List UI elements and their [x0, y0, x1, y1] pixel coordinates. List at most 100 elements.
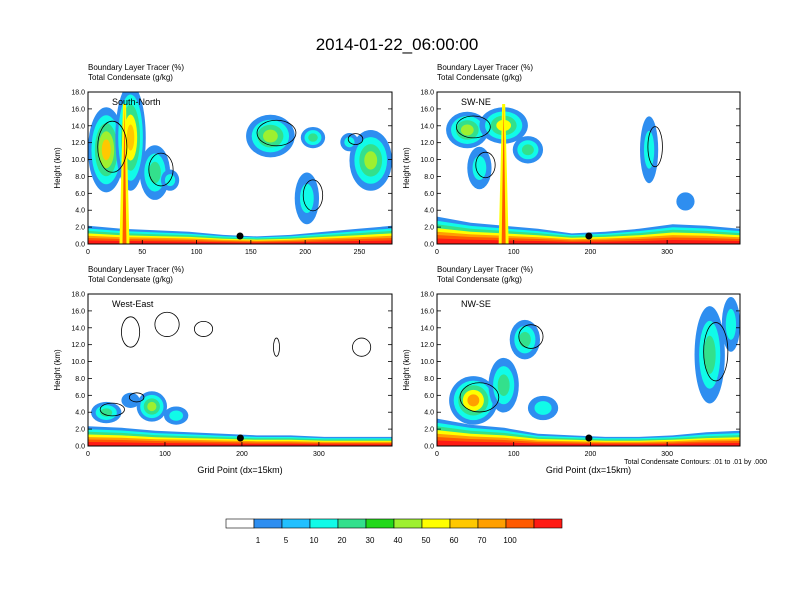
condensate-contour [459, 382, 500, 413]
panel-nw-se: 0.0 2.0 4.0 6.0 8.0 10.0 12.0 14.0 16.0 18.0 0 100 2… [402, 265, 741, 475]
panel-south-north: 0.0 2.0 4.0 6.0 8.0 10.0 12.0 14.0 16.0 18.0 0 50 10… [53, 63, 393, 256]
plot-frame [87, 293, 393, 447]
y-tick-label: 6.0 [75, 191, 85, 198]
tracer-blob [703, 335, 716, 374]
boundary-layer-band [88, 442, 392, 446]
y-tick-label: 0.0 [75, 242, 85, 249]
tracer-field [437, 297, 740, 446]
y-tick-label: 12.0 [420, 342, 434, 349]
y-tick-label: 6.0 [424, 191, 434, 198]
tracer-plume-core [501, 106, 506, 244]
variable-label-tracer: Boundary Layer Tracer (%) [88, 63, 184, 72]
condensate-contour [518, 324, 544, 349]
x-tick-label: 100 [191, 249, 203, 256]
x-tick-label: 100 [159, 451, 171, 458]
colorbar-swatch [253, 518, 283, 529]
y-tick-label: 10.0 [420, 359, 434, 366]
y-tick-label: 16.0 [71, 106, 85, 113]
x-tick-label: 300 [313, 451, 325, 458]
x-tick-label: 100 [508, 451, 520, 458]
colorbar-swatch [449, 518, 479, 529]
y-tick-label: 12.0 [420, 140, 434, 147]
colorbar-swatch [421, 518, 451, 529]
panels: 0.0 2.0 4.0 6.0 8.0 10.0 12.0 14.0 16.0 18.0 0 50 10… [53, 63, 741, 475]
colorbar-label: 50 [422, 536, 431, 545]
plot-frame [436, 293, 741, 447]
tracer-blob [148, 161, 161, 184]
tracer-blob [643, 130, 655, 169]
x-tick-label: 0 [86, 249, 90, 256]
y-tick-label: 18.0 [71, 90, 85, 97]
colorbar-swatch [477, 518, 507, 529]
colorbar-swatch [281, 518, 311, 529]
panel-label: West-East [112, 299, 154, 309]
colorbar: 1 5 10 20 30 40 50 60 70 100 [225, 518, 563, 545]
y-tick-label: 6.0 [424, 393, 434, 400]
colorbar-swatch [309, 518, 339, 529]
condensate-contour [647, 126, 663, 168]
condensate-contour [194, 320, 214, 337]
colorbar-label: 20 [338, 536, 347, 545]
colorbar-label: 40 [394, 536, 403, 545]
x-tick-label: 250 [354, 249, 366, 256]
tracer-blob [518, 331, 531, 348]
tracer-blob [364, 151, 378, 170]
condensate-contour [302, 179, 324, 212]
y-tick-label: 0.0 [75, 444, 85, 451]
x-axis-label: Grid Point (dx=15km) [546, 465, 631, 475]
y-tick-label: 2.0 [75, 225, 85, 232]
x-tick-label: 100 [508, 249, 520, 256]
location-marker [236, 232, 244, 240]
variable-label-tracer: Boundary Layer Tracer (%) [437, 265, 533, 274]
condensate-contour [97, 120, 128, 173]
boundary-layer-band [437, 238, 740, 244]
y-tick-label: 12.0 [71, 140, 85, 147]
y-axis-label: Height (km) [402, 349, 411, 391]
y-tick-label: 2.0 [424, 427, 434, 434]
x-tick-label: 300 [661, 451, 673, 458]
colorbar-swatch [365, 518, 395, 529]
x-tick-label: 200 [236, 451, 248, 458]
tracer-blob [460, 124, 474, 136]
tracer-blob [300, 183, 314, 214]
y-tick-label: 12.0 [71, 342, 85, 349]
y-tick-label: 14.0 [71, 325, 85, 332]
y-tick-label: 8.0 [424, 376, 434, 383]
variable-label-tracer: Boundary Layer Tracer (%) [88, 265, 184, 274]
condensate-contour [121, 316, 141, 348]
boundary-layer-band [437, 440, 740, 446]
tracer-field [88, 92, 392, 244]
x-tick-label: 0 [435, 451, 439, 458]
variable-label-condensate: Total Condensate (g/kg) [437, 73, 522, 82]
colorbar-label: 100 [503, 536, 517, 545]
tracer-blob [467, 394, 480, 407]
condensate-contour [154, 311, 180, 337]
colorbar-swatch [533, 518, 563, 529]
y-tick-label: 4.0 [75, 410, 85, 417]
colorbar-swatch [505, 518, 535, 529]
condensate-contour [128, 392, 145, 403]
y-tick-label: 6.0 [75, 393, 85, 400]
panel-sw-ne: 0.0 2.0 4.0 6.0 8.0 10.0 12.0 14.0 16.0 18.0 0 100 2… [402, 63, 741, 256]
tracer-blob [521, 144, 534, 156]
y-tick-label: 16.0 [71, 308, 85, 315]
tracer-field [437, 104, 740, 244]
panel-label: SW-NE [461, 97, 491, 107]
plot-frame [87, 91, 393, 245]
tracer-blob [534, 401, 552, 415]
y-tick-label: 18.0 [420, 90, 434, 97]
x-tick-label: 0 [435, 249, 439, 256]
tracer-blob [676, 192, 695, 211]
colorbar-swatch [225, 518, 255, 529]
condensate-contour [99, 402, 125, 417]
colorbar-swatch [337, 518, 367, 529]
tracer-blob [169, 410, 184, 421]
y-tick-label: 14.0 [420, 123, 434, 130]
tracer-blob [126, 124, 135, 151]
tracer-blob [100, 408, 113, 417]
condensate-contour [347, 133, 364, 145]
x-axis-label: Grid Point (dx=15km) [197, 465, 282, 475]
x-tick-label: 200 [299, 249, 311, 256]
y-tick-label: 0.0 [424, 242, 434, 249]
y-tick-label: 16.0 [420, 106, 434, 113]
